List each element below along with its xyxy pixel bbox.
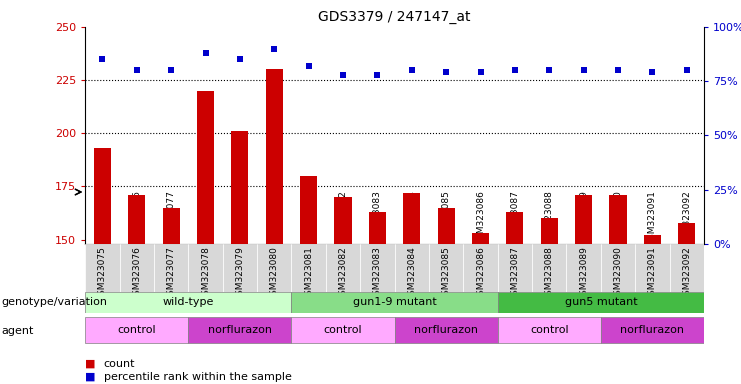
Text: GSM323091: GSM323091 <box>648 246 657 301</box>
Text: GSM323084: GSM323084 <box>408 246 416 301</box>
Text: control: control <box>324 325 362 335</box>
Bar <box>429 244 463 292</box>
Bar <box>162 208 180 244</box>
Text: ■: ■ <box>85 359 96 369</box>
Title: GDS3379 / 247147_at: GDS3379 / 247147_at <box>319 10 471 25</box>
Bar <box>635 244 670 292</box>
Bar <box>609 195 627 244</box>
Bar <box>532 244 566 292</box>
Text: GSM323080: GSM323080 <box>270 246 279 301</box>
Bar <box>575 195 592 244</box>
Bar <box>498 317 601 343</box>
Bar <box>566 244 601 292</box>
Text: control: control <box>118 325 156 335</box>
Bar <box>326 244 360 292</box>
Bar <box>119 244 154 292</box>
Text: GSM323077: GSM323077 <box>167 246 176 301</box>
Text: norflurazon: norflurazon <box>208 325 272 335</box>
Bar <box>437 208 455 244</box>
Text: wild-type: wild-type <box>163 297 214 308</box>
Text: GSM323075: GSM323075 <box>98 246 107 301</box>
Text: gun1-9 mutant: gun1-9 mutant <box>353 297 436 308</box>
Text: GSM323087: GSM323087 <box>511 246 519 301</box>
Bar <box>394 317 498 343</box>
Bar <box>601 317 704 343</box>
Text: GSM323082: GSM323082 <box>339 246 348 301</box>
Bar <box>506 212 523 244</box>
Text: GSM323083: GSM323083 <box>373 246 382 301</box>
Text: GSM323078: GSM323078 <box>201 246 210 301</box>
Bar <box>498 244 532 292</box>
Text: GSM323090: GSM323090 <box>614 246 622 301</box>
Bar <box>678 223 695 244</box>
Bar <box>231 131 248 244</box>
Bar <box>197 91 214 244</box>
Text: ■: ■ <box>85 372 96 382</box>
Bar <box>644 235 661 244</box>
Text: gun5 mutant: gun5 mutant <box>565 297 637 308</box>
Bar <box>601 244 635 292</box>
Text: count: count <box>104 359 136 369</box>
Bar <box>463 244 498 292</box>
Text: GSM323085: GSM323085 <box>442 246 451 301</box>
Bar <box>188 317 291 343</box>
Bar <box>154 244 188 292</box>
Bar <box>223 244 257 292</box>
Bar <box>85 317 188 343</box>
Bar <box>670 244 704 292</box>
Bar <box>498 292 704 313</box>
Bar <box>94 148 111 244</box>
Bar <box>541 218 558 244</box>
Text: GSM323079: GSM323079 <box>236 246 245 301</box>
Text: GSM323092: GSM323092 <box>682 246 691 301</box>
Bar <box>128 195 145 244</box>
Bar <box>360 244 394 292</box>
Bar <box>300 176 317 244</box>
Bar <box>85 244 119 292</box>
Bar <box>266 70 283 244</box>
Text: norflurazon: norflurazon <box>620 325 685 335</box>
Bar <box>291 292 498 313</box>
Bar <box>85 292 291 313</box>
Text: GSM323076: GSM323076 <box>133 246 142 301</box>
Bar <box>291 244 326 292</box>
Text: GSM323089: GSM323089 <box>579 246 588 301</box>
Bar <box>291 317 394 343</box>
Bar <box>188 244 223 292</box>
Bar <box>334 197 352 244</box>
Text: agent: agent <box>1 326 34 336</box>
Bar <box>403 193 420 244</box>
Bar <box>257 244 291 292</box>
Bar <box>394 244 429 292</box>
Text: percentile rank within the sample: percentile rank within the sample <box>104 372 292 382</box>
Text: control: control <box>530 325 568 335</box>
Bar <box>472 233 489 244</box>
Bar <box>369 212 386 244</box>
Text: GSM323088: GSM323088 <box>545 246 554 301</box>
Text: norflurazon: norflurazon <box>414 325 478 335</box>
Text: GSM323086: GSM323086 <box>476 246 485 301</box>
Text: genotype/variation: genotype/variation <box>1 297 107 307</box>
Text: GSM323081: GSM323081 <box>304 246 313 301</box>
